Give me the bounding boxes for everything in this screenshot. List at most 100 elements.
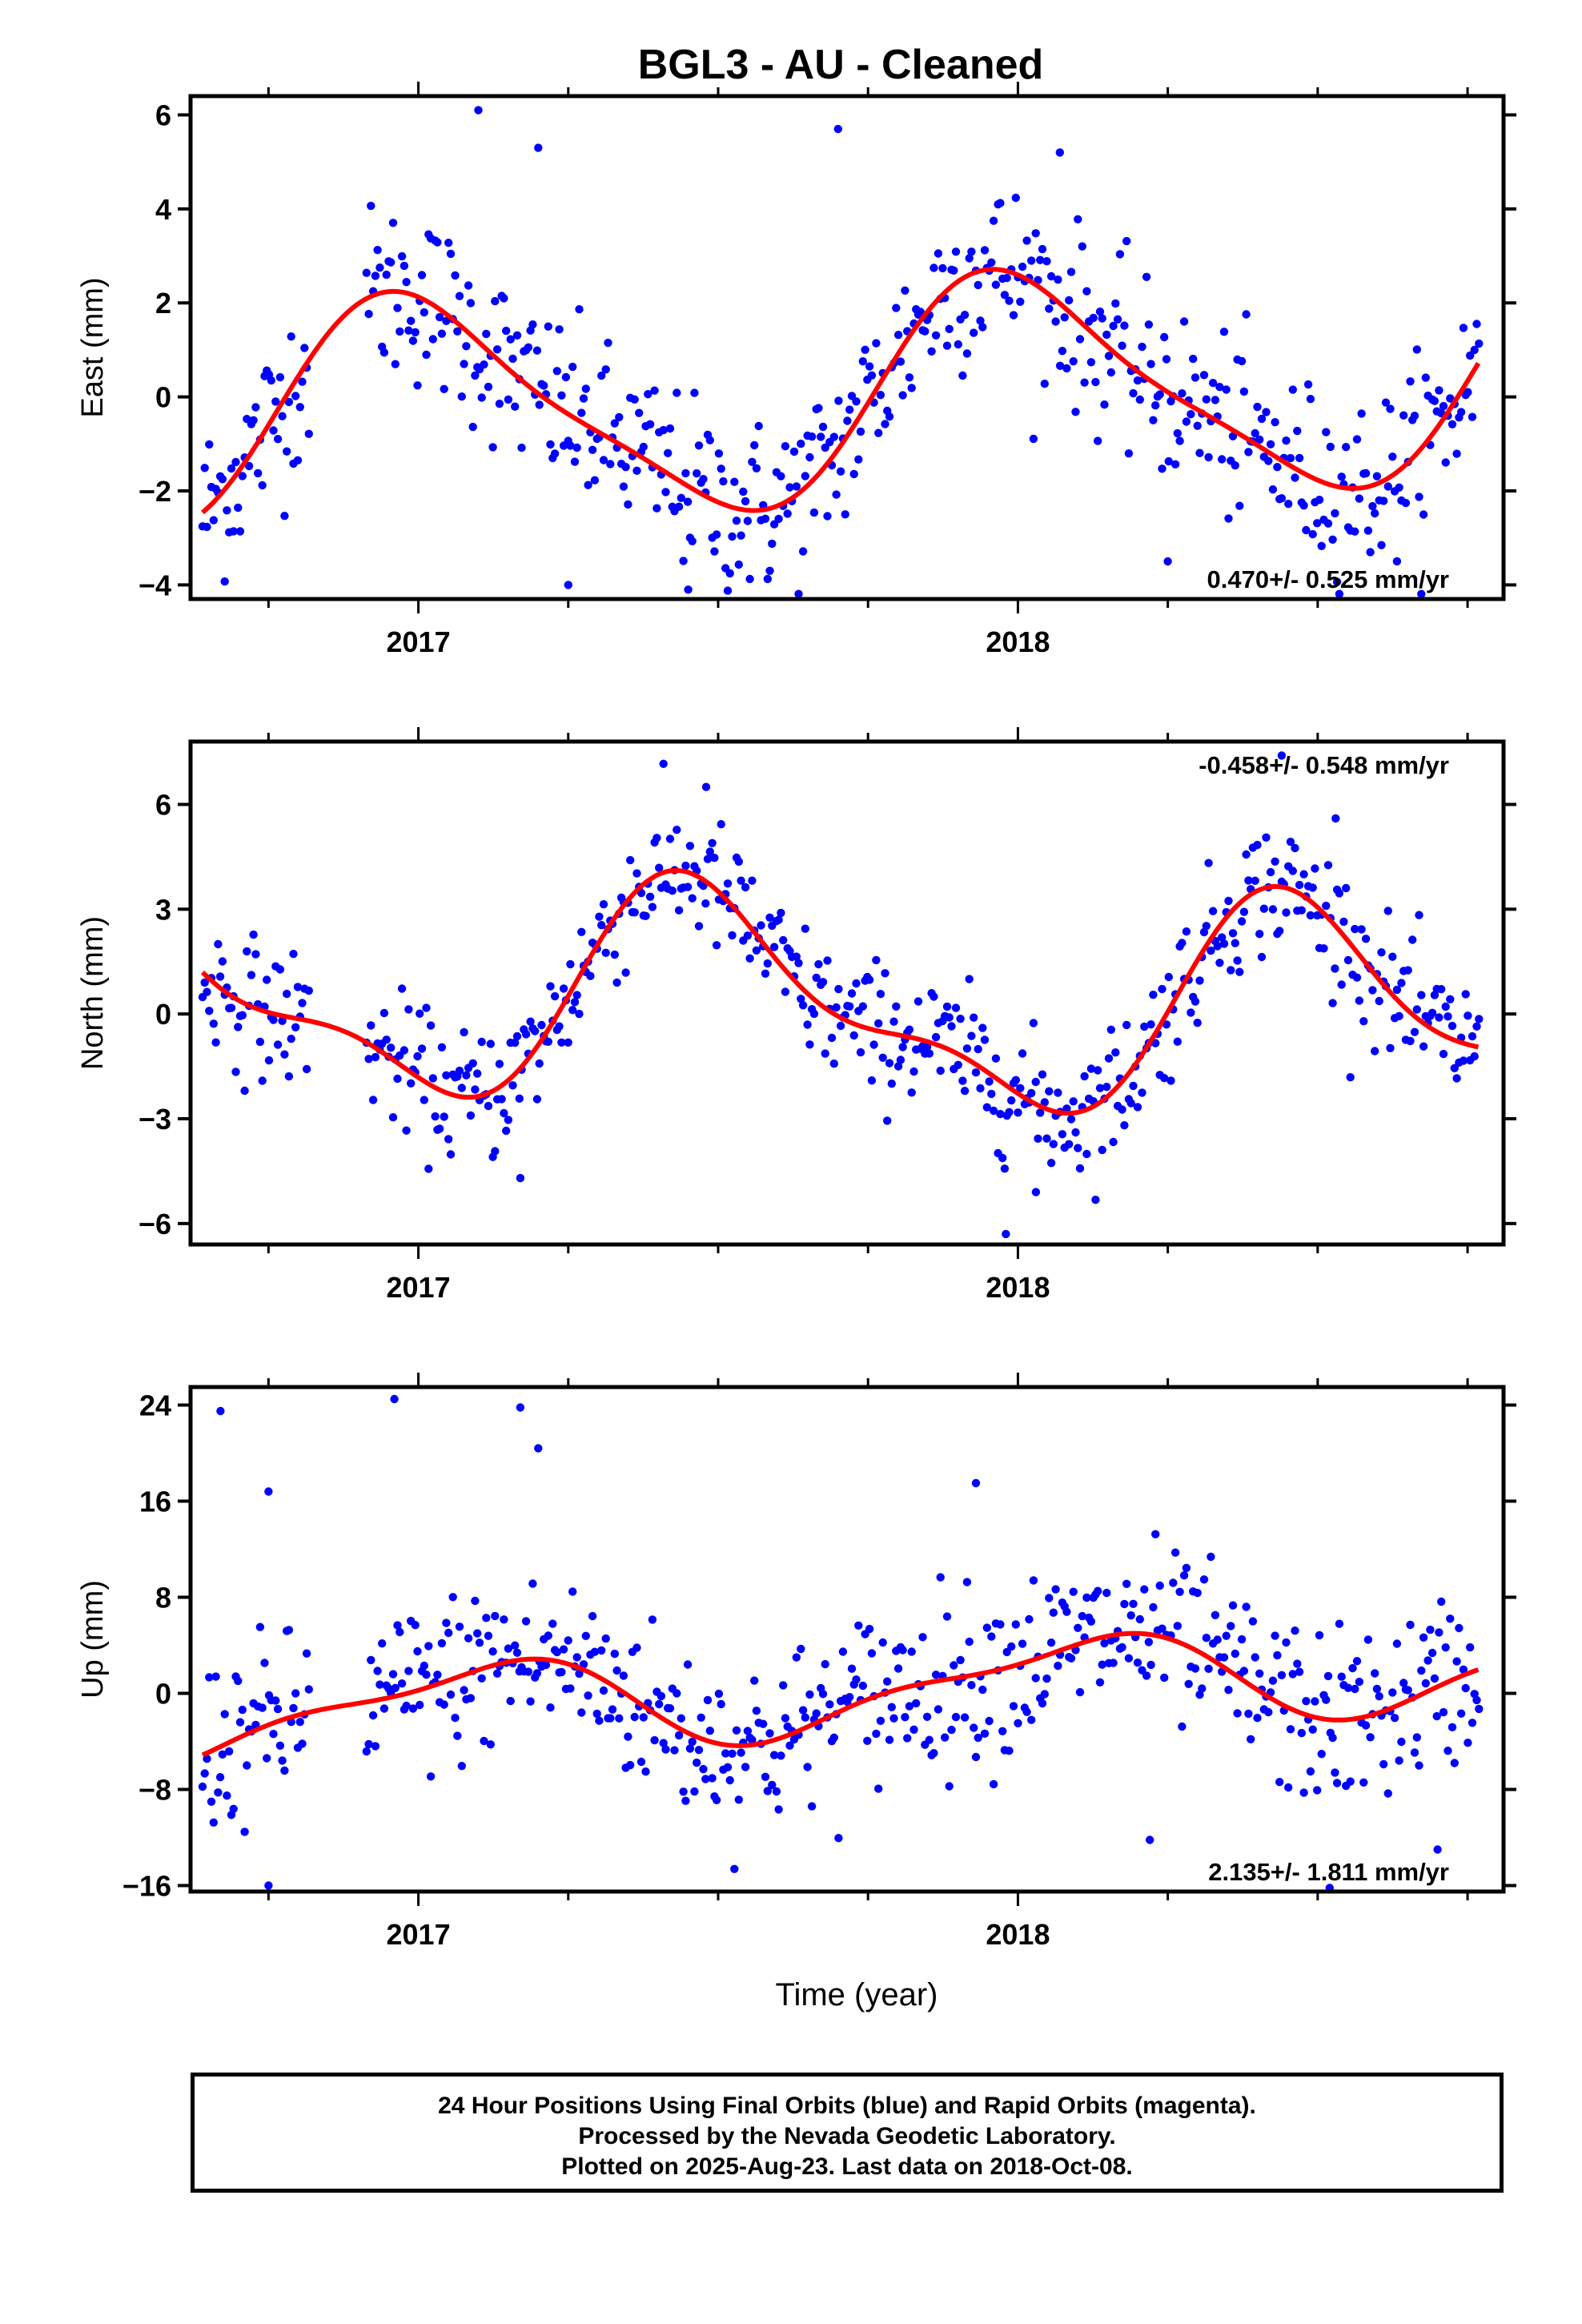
data-point [1361,468,1371,478]
data-point [1397,1737,1406,1747]
data-point [809,508,819,517]
data-point [970,328,978,337]
data-point [601,1634,610,1643]
data-point [765,913,774,923]
data-point [615,1714,624,1723]
data-point [606,460,615,468]
data-point [1293,1659,1302,1668]
data-point [532,1669,542,1678]
data-point [1002,273,1011,283]
data-point [205,1673,214,1682]
data-point [1456,1709,1466,1718]
data-point [1031,229,1040,238]
data-point [703,854,713,863]
data-point [1419,510,1428,519]
data-point [402,1701,411,1711]
data-point [1264,1707,1273,1717]
data-point [936,1066,945,1076]
data-point [1191,373,1200,382]
data-point [1308,1725,1317,1734]
data-point [905,1702,914,1711]
data-point [424,1642,433,1651]
data-point [772,1787,781,1796]
data-point [1299,501,1308,510]
data-point [1392,1639,1402,1648]
data-point [1284,500,1293,509]
data-point [586,971,595,980]
data-point [931,331,941,340]
data-point [1392,985,1402,995]
data-point [967,1681,976,1690]
data-point [645,420,655,428]
data-point [913,997,923,1006]
data-point [774,915,783,924]
data-point [1459,1056,1468,1065]
north-frame [188,739,1506,1247]
data-point [1104,1054,1114,1063]
data-point [387,1043,396,1052]
data-point [1475,1015,1484,1023]
data-point [1094,436,1102,445]
data-point [785,1741,794,1750]
data-point [659,425,668,435]
data-point [526,1017,535,1026]
data-point [548,1619,557,1628]
data-point [552,1647,561,1657]
data-point [1410,1748,1419,1757]
data-point [1377,541,1386,549]
data-point [480,1736,488,1746]
data-point [544,1631,552,1640]
data-point [925,1049,934,1058]
data-point [845,405,854,414]
data-point [1435,386,1443,395]
data-point [1302,525,1311,535]
data-point [1293,426,1302,436]
data-point [1038,1699,1047,1708]
data-point [745,574,754,584]
data-point [892,304,901,312]
data-point [466,1111,476,1120]
data-point [1375,996,1383,1006]
data-point [1308,529,1317,539]
data-point [1066,1654,1076,1663]
data-point [1106,368,1116,377]
data-point [635,408,644,417]
data-point [985,1077,994,1086]
data-point [444,239,453,247]
data-point [1459,1665,1468,1674]
data-point [930,992,938,1001]
data-point [488,443,497,452]
data-point [1286,1725,1295,1734]
data-point [732,517,741,525]
data-point [534,1444,543,1453]
data-point [1371,1669,1379,1678]
y-tick-label: 0 [155,381,171,414]
data-point [455,292,464,300]
data-point [1106,1025,1116,1035]
data-point [636,1757,646,1767]
data-point [1295,880,1304,890]
data-point [892,1002,901,1011]
data-point [1207,946,1215,955]
data-point [1403,966,1412,975]
data-point [1264,456,1273,465]
up-data-points [198,1394,1484,1892]
data-point [400,1046,409,1055]
data-point [1086,1617,1096,1626]
data-point [921,327,930,336]
data-point [289,1703,298,1713]
data-point [1392,557,1402,566]
data-point [1342,443,1351,452]
data-point [1149,416,1158,424]
data-point [263,975,271,984]
data-point [1149,991,1158,999]
data-point [300,344,309,352]
data-point [482,329,491,339]
data-point [231,457,240,467]
data-point [1253,402,1262,412]
data-point [466,1694,476,1703]
data-point [504,1116,513,1124]
data-point [632,466,641,475]
data-point [417,1044,427,1053]
data-point [912,1699,921,1708]
